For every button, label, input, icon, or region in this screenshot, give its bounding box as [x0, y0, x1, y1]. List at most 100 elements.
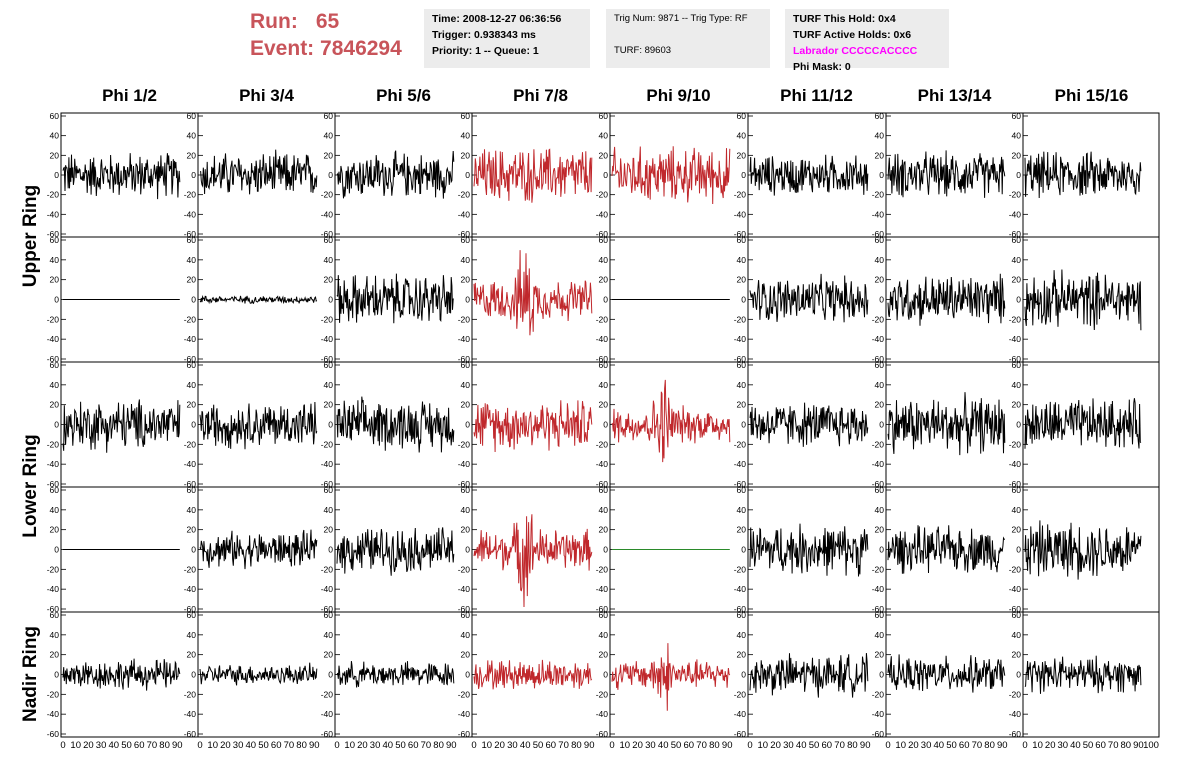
- waveform-trace: [749, 653, 869, 698]
- y-tick-label: -60: [1009, 479, 1022, 489]
- y-tick-label: -60: [184, 729, 197, 739]
- panel-r1-c7: 60 40 20 0 -20 -40 -60: [872, 111, 1024, 239]
- y-tick-label: 20: [599, 525, 609, 535]
- y-tick-label: -40: [47, 209, 60, 219]
- y-tick-label: -20: [47, 190, 60, 200]
- panel-frame: [1022, 361, 1160, 488]
- x-tick-label: 60: [684, 740, 695, 751]
- y-tick-label: -40: [872, 459, 885, 469]
- panel-r4-c1: 60 40 20 0 -20 -40 -60: [47, 485, 199, 614]
- x-tick-label: 40: [520, 740, 531, 751]
- y-tick-label: -60: [184, 604, 197, 614]
- y-tick-label: -60: [458, 354, 471, 364]
- x-tick-label: 90: [722, 740, 733, 751]
- y-tick-label: -60: [596, 729, 609, 739]
- y-tick-label: -60: [596, 229, 609, 239]
- y-tick-label: 0: [879, 170, 884, 180]
- y-tick-label: -20: [734, 564, 747, 574]
- y-tick-label: 60: [737, 360, 747, 370]
- waveform-trace: [749, 273, 869, 323]
- y-tick-label: -20: [596, 564, 609, 574]
- x-tick-label: 90: [446, 740, 457, 751]
- y-tick-label: 60: [875, 485, 885, 495]
- y-tick-label: 0: [328, 170, 333, 180]
- y-tick-label: -20: [734, 314, 747, 324]
- trig-text: Trig Num: 9871 -- Trig Type: RF: [614, 13, 748, 24]
- x-tick-label: 60: [408, 740, 419, 751]
- y-tick-label: -40: [596, 209, 609, 219]
- y-tick-label: 40: [1012, 505, 1022, 515]
- y-tick-label: 60: [875, 360, 885, 370]
- y-tick-label: 60: [324, 360, 334, 370]
- y-tick-label: 0: [741, 295, 746, 305]
- y-tick-label: 20: [737, 650, 747, 660]
- x-tick-label: 50: [946, 740, 957, 751]
- y-tick-label: -20: [184, 689, 197, 699]
- x-tick-label: 10: [620, 740, 631, 751]
- y-tick-label: 20: [324, 525, 334, 535]
- y-tick-label: -40: [1009, 709, 1022, 719]
- event-value: 7846294: [320, 37, 402, 60]
- y-tick-label: 20: [875, 275, 885, 285]
- y-tick-label: -20: [184, 439, 197, 449]
- waveform-trace: [749, 402, 869, 447]
- y-tick-label: 60: [599, 235, 609, 245]
- y-tick-label: 20: [1012, 650, 1022, 660]
- y-tick-label: -20: [1009, 314, 1022, 324]
- y-tick-label: 0: [1016, 670, 1021, 680]
- y-tick-label: 60: [50, 111, 60, 121]
- y-tick-label: -20: [184, 314, 197, 324]
- x-tick-label: 40: [658, 740, 669, 751]
- waveform-trace: [62, 399, 181, 453]
- y-tick-label: -40: [872, 584, 885, 594]
- y-tick-label: -20: [872, 439, 885, 449]
- y-tick-label: -20: [1009, 439, 1022, 449]
- x-tick-label: 70: [834, 740, 845, 751]
- x-tick-label: 30: [233, 740, 244, 751]
- y-tick-label: 20: [50, 150, 60, 160]
- y-tick-label: 60: [324, 111, 334, 121]
- y-tick-label: 20: [599, 275, 609, 285]
- y-tick-label: -60: [458, 479, 471, 489]
- waveform-trace: [199, 149, 318, 195]
- waveform-trace: [199, 401, 318, 450]
- y-tick-label: -60: [1009, 229, 1022, 239]
- x-tick-label: 70: [1108, 740, 1119, 751]
- waveform-trace: [336, 150, 455, 199]
- y-tick-label: 0: [191, 420, 196, 430]
- y-tick-label: 60: [1012, 610, 1022, 620]
- x-tick-label: 60: [1095, 740, 1106, 751]
- phi-header-7: Phi 13/14: [917, 86, 992, 105]
- y-tick-label: -40: [1009, 334, 1022, 344]
- y-tick-label: 40: [187, 380, 197, 390]
- x-tick-label: 90: [309, 740, 320, 751]
- y-tick-label: 60: [50, 235, 60, 245]
- y-tick-label: 40: [187, 630, 197, 640]
- y-tick-label: -40: [458, 709, 471, 719]
- y-tick-label: 60: [875, 235, 885, 245]
- y-tick-label: -60: [1009, 354, 1022, 364]
- time-text: Time: 2008-12-27 06:36:56: [432, 13, 562, 25]
- x-tick-label: 90: [1133, 740, 1144, 751]
- y-tick-label: 40: [875, 255, 885, 265]
- x-tick-label: 20: [908, 740, 919, 751]
- y-tick-label: 20: [461, 650, 471, 660]
- x-tick-label: 20: [357, 740, 368, 751]
- y-tick-label: 20: [737, 150, 747, 160]
- y-tick-label: -40: [734, 584, 747, 594]
- y-tick-label: 60: [737, 111, 747, 121]
- y-tick-label: -20: [47, 314, 60, 324]
- x-tick-label: 70: [147, 740, 158, 751]
- x-tick-label: 60: [271, 740, 282, 751]
- y-tick-label: 40: [875, 131, 885, 141]
- y-tick-label: 0: [191, 295, 196, 305]
- panel-r2-c6: 60 40 20 0 -20 -40 -60: [734, 235, 887, 364]
- y-tick-label: 0: [741, 420, 746, 430]
- run-label: Run:: [250, 10, 298, 33]
- x-tick-label: 10: [344, 740, 355, 751]
- panel-r5-c1: 60 40 20 0 -20 -40 -60: [47, 610, 199, 739]
- x-tick-label: 30: [1058, 740, 1069, 751]
- y-tick-label: -40: [734, 709, 747, 719]
- x-tick-label: 100: [1143, 740, 1159, 751]
